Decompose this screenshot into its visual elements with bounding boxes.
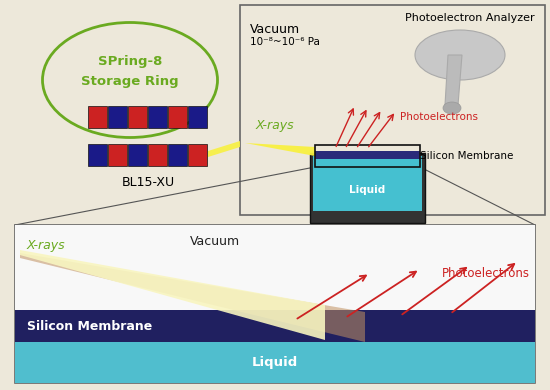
Bar: [315, 151, 420, 159]
Bar: [15, 310, 535, 342]
Text: 10⁻⁸~10⁻⁶ Pa: 10⁻⁸~10⁻⁶ Pa: [250, 37, 320, 47]
Text: Photoelectrons: Photoelectrons: [442, 267, 530, 280]
Bar: [168, 144, 187, 166]
Text: Photoelectrons: Photoelectrons: [400, 112, 478, 122]
Polygon shape: [20, 253, 365, 342]
Polygon shape: [208, 141, 240, 157]
Bar: [148, 144, 167, 166]
Polygon shape: [445, 55, 462, 105]
Text: Photoelectron Analyzer: Photoelectron Analyzer: [405, 13, 535, 23]
FancyBboxPatch shape: [310, 153, 425, 223]
Bar: [15, 225, 535, 310]
Bar: [108, 144, 127, 166]
Bar: [15, 342, 535, 383]
Bar: [88, 106, 107, 128]
Polygon shape: [20, 250, 325, 340]
Bar: [188, 144, 207, 166]
Text: Liquid: Liquid: [252, 356, 298, 369]
Ellipse shape: [443, 102, 461, 114]
Bar: [15, 225, 535, 383]
Polygon shape: [245, 143, 315, 156]
Text: BL15-XU: BL15-XU: [122, 176, 174, 189]
Text: Liquid: Liquid: [349, 185, 386, 195]
Bar: [128, 106, 147, 128]
Text: Silicon Membrane: Silicon Membrane: [420, 151, 513, 161]
Text: SPring-8: SPring-8: [98, 55, 162, 69]
Bar: [315, 145, 420, 167]
Bar: [108, 106, 127, 128]
Text: Silicon Membrane: Silicon Membrane: [27, 319, 152, 333]
Bar: [188, 106, 207, 128]
Bar: [148, 106, 167, 128]
Ellipse shape: [415, 30, 505, 80]
Text: X-rays: X-rays: [256, 119, 295, 132]
Bar: [240, 5, 545, 215]
Bar: [168, 106, 187, 128]
Bar: [128, 144, 147, 166]
Bar: [313, 156, 422, 211]
Bar: [88, 144, 107, 166]
Text: Storage Ring: Storage Ring: [81, 76, 179, 89]
Text: X-rays: X-rays: [27, 239, 65, 252]
Text: Vacuum: Vacuum: [190, 235, 240, 248]
Text: Vacuum: Vacuum: [250, 23, 300, 36]
